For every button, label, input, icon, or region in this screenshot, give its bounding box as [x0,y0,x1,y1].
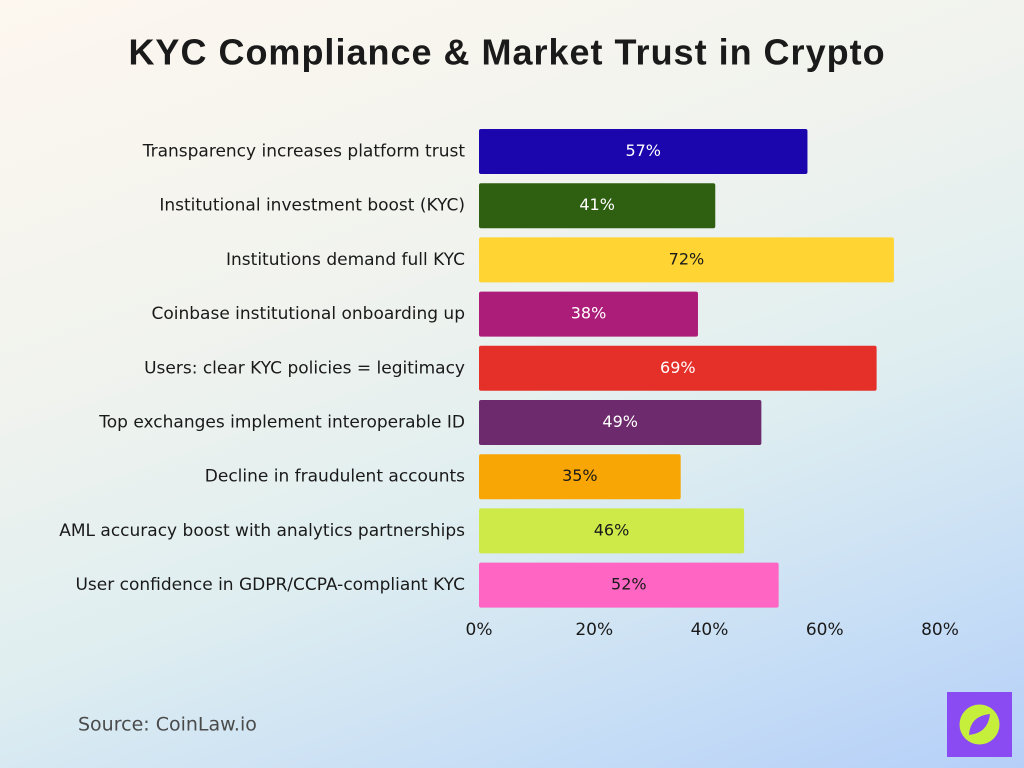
value-label: 38% [571,304,607,323]
bar [479,400,762,445]
bar [479,183,716,229]
y-tick-label: User confidence in GDPR/CCPA-compliant K… [75,575,465,595]
value-label: 57% [625,141,661,160]
value-label: 46% [594,520,630,539]
x-tick-label: 60% [806,620,844,640]
x-tick-label: 0% [466,620,493,640]
bar [479,508,745,554]
bar [479,129,808,174]
y-tick-label: AML accuracy boost with analytics partne… [59,521,465,541]
value-label: 72% [669,249,705,268]
value-label: 52% [611,575,647,594]
bar [479,345,877,391]
y-tick-label: Coinbase institutional onboarding up [151,304,465,324]
y-tick-label: Users: clear KYC policies = legitimacy [144,358,465,378]
y-tick-label: Institutions demand full KYC [226,250,465,270]
value-label: 41% [579,195,615,214]
y-tick-label: Institutional investment boost (KYC) [159,196,465,216]
logo [947,692,1012,757]
value-label: 49% [602,412,638,431]
x-tick-label: 40% [691,620,729,640]
chart-title: KYC Compliance & Market Trust in Crypto [128,32,885,73]
y-tick-label: Top exchanges implement interoperable ID [98,413,465,433]
y-tick-label: Transparency increases platform trust [142,142,466,162]
value-label: 35% [562,466,598,485]
bar [479,454,681,500]
x-tick-label: 20% [575,620,613,640]
y-tick-label: Decline in fraudulent accounts [205,467,465,487]
value-label: 69% [660,358,696,377]
bar [479,237,894,283]
bar [479,562,779,608]
bar [479,291,698,337]
source: Source: CoinLaw.io [78,714,257,736]
x-tick-label: 80% [921,620,959,640]
